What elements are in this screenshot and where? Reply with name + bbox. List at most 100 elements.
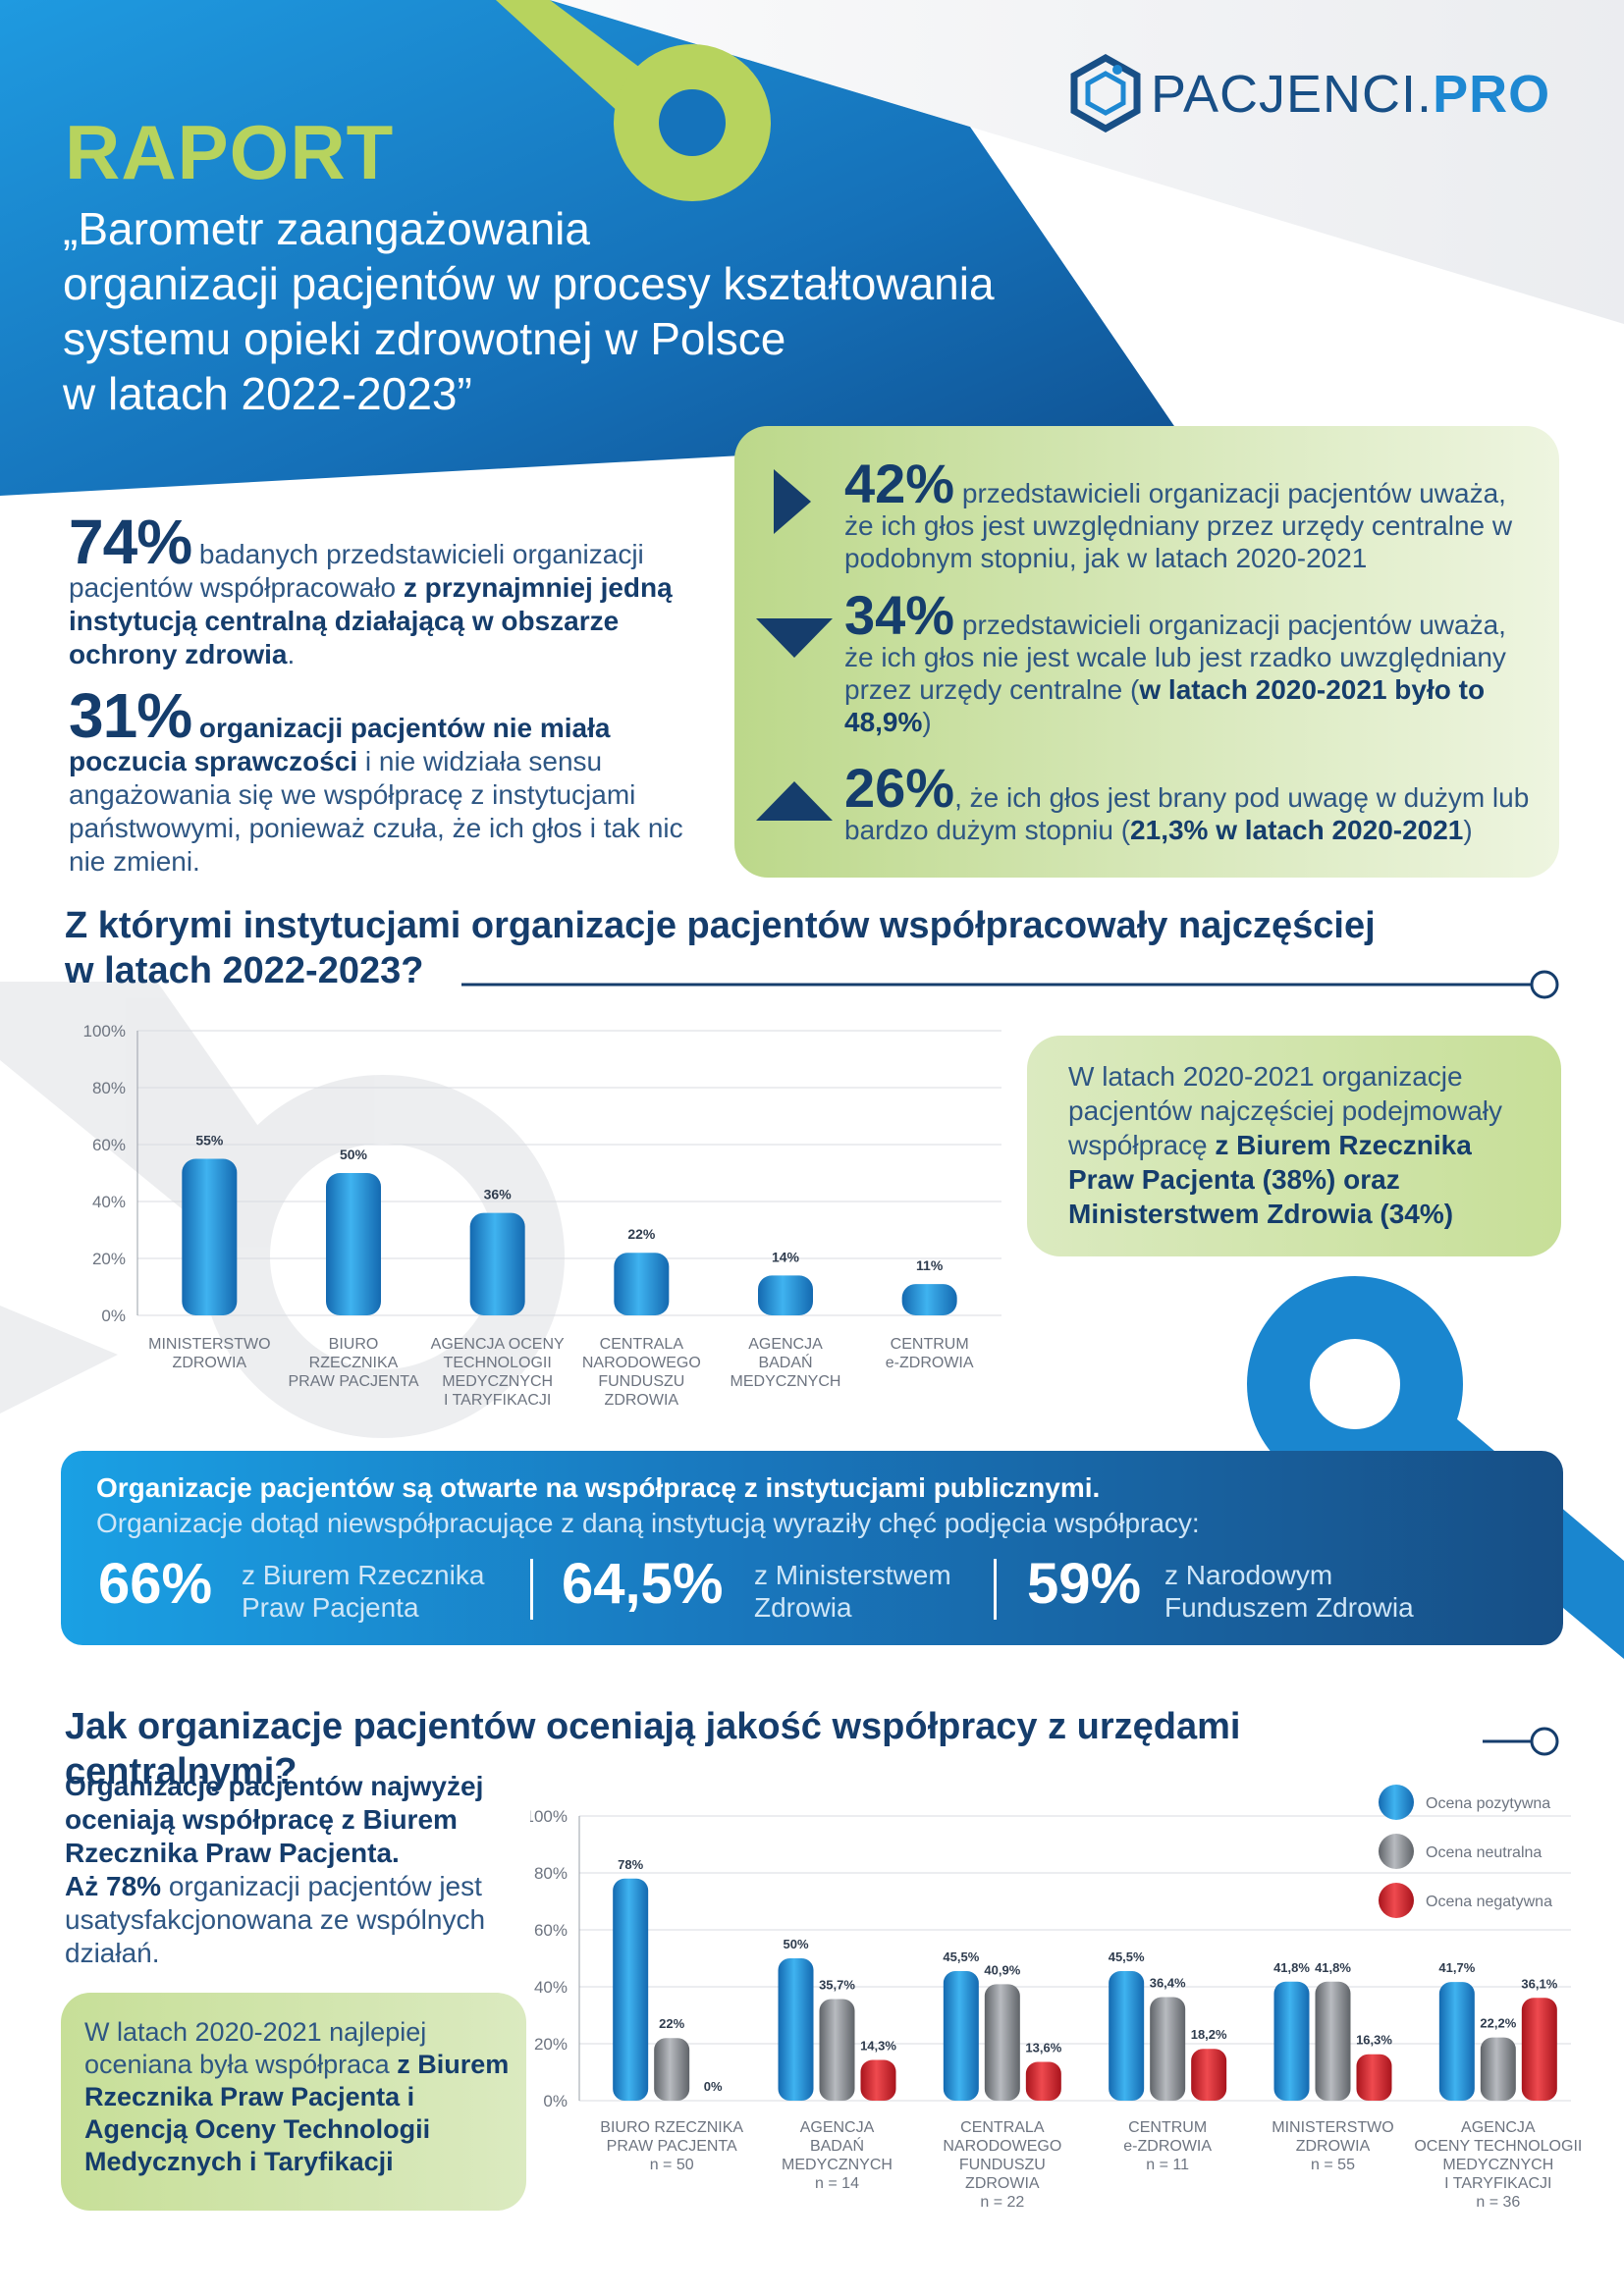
category-label: e-ZDROWIA <box>1123 2138 1212 2155</box>
category-label: AGENCJA <box>800 2119 875 2136</box>
rating-note: Organizacje pacjentów najwyżej oceniają … <box>65 1770 516 1970</box>
voice-item-34: 34% przedstawicieli organizacji pacjentó… <box>844 588 1532 738</box>
bar <box>614 1253 670 1315</box>
info-box-2020: W latach 2020-2021 organizacje pacjentów… <box>1027 1036 1561 1256</box>
y-tick-label: 40% <box>534 1978 568 1997</box>
note-text: organizacji pacjentów jest usatysfakcjon… <box>65 1871 486 1968</box>
category-label: MINISTERSTWO <box>1272 2119 1393 2136</box>
info-text-bold: z Biurem Rzecznika Praw Pacjenta i Agenc… <box>84 2050 510 2176</box>
category-label: ZDROWIA <box>1296 2138 1371 2155</box>
category-label: NARODOWEGO <box>582 1355 701 1371</box>
category-label: BIURO <box>329 1336 379 1353</box>
voice-text: ) <box>1463 815 1473 845</box>
stat-text-bold: organizacji pacjentów nie miała poczucia… <box>69 713 611 776</box>
pacjenci-pro-logo[interactable]: PACJENCI.PRO <box>1068 53 1579 133</box>
voice-text: przedstawicieli organizacji pacjentów uw… <box>844 478 1513 573</box>
voice-text-bold: w latach 2020-2021 było to 48,9% <box>844 674 1486 737</box>
y-tick-label: 60% <box>92 1136 126 1154</box>
category-label: n = 11 <box>1146 2157 1189 2173</box>
voice-text: przedstawicieli organizacji pacjentów uw… <box>844 610 1506 705</box>
y-tick-label: 80% <box>534 1864 568 1883</box>
category-label: CENTRUM <box>891 1336 969 1353</box>
value-label: 36% <box>484 1187 513 1202</box>
stat-pct: 31% <box>69 680 192 751</box>
bar <box>1356 2054 1392 2101</box>
bar <box>901 1284 957 1315</box>
title-line: w latach 2022-2023” <box>63 368 472 419</box>
y-tick-label: 0% <box>101 1307 126 1325</box>
category-label: ZDROWIA <box>605 1392 679 1409</box>
value-label: 36,1% <box>1521 1976 1557 1991</box>
openness-band: Organizacje pacjentów są otwarte na wspó… <box>61 1451 1563 1645</box>
category-label: FUNDUSZU <box>598 1373 684 1390</box>
title-line: systemu opieki zdrowotnej w Polsce <box>63 313 786 364</box>
logo-text: PACJENCI.PRO <box>1151 65 1551 124</box>
category-label: MEDYCZNYCH <box>1442 2157 1553 2173</box>
bar <box>1438 1982 1475 2101</box>
stat-text: i nie widziała sensu angażowania się we … <box>69 746 683 877</box>
voice-pct: 26% <box>844 757 955 819</box>
key-stat-31: 31% organizacji pacjentów nie miała pocz… <box>69 684 717 879</box>
y-tick-label: 100% <box>83 1022 126 1041</box>
legend-label: Ocena pozytywna <box>1426 1795 1550 1812</box>
openness-line1: Organizacje pacjentów są otwarte na wspó… <box>96 1472 1101 1503</box>
note-bold: Aż 78% <box>65 1871 162 1901</box>
value-label: 40,9% <box>984 1962 1020 1977</box>
arrow-down-icon <box>756 618 833 658</box>
category-label: ZDROWIA <box>173 1355 247 1371</box>
category-label: OCENY TECHNOLOGII <box>1414 2138 1582 2155</box>
stat-text-bold: z przynajmniej jedną instytucją centraln… <box>69 572 673 669</box>
bar <box>1273 1981 1310 2101</box>
openness-stat: 64,5% z Ministerstwem Zdrowia <box>562 1551 994 1629</box>
bar <box>469 1212 525 1315</box>
legend-marker <box>1379 1785 1414 1820</box>
value-label: 11% <box>916 1257 944 1273</box>
category-label: AGENCJA <box>748 1336 823 1353</box>
value-label: 41,8% <box>1273 1960 1310 1975</box>
separator <box>530 1559 533 1620</box>
legend-label: Ocena negatywna <box>1426 1894 1552 1910</box>
bar <box>1315 1981 1351 2101</box>
bar <box>1480 2037 1516 2101</box>
openness-text: z Ministerstwem Zdrowia <box>754 1560 951 1623</box>
openness-stat: 66% z Biurem Rzecznika Praw Pacjenta <box>98 1551 540 1629</box>
category-label: e-ZDROWIA <box>886 1355 974 1371</box>
category-label: BIURO RZECZNIKA <box>600 2119 743 2136</box>
report-label: RAPORT <box>65 109 395 195</box>
value-label: 13,6% <box>1025 2041 1061 2056</box>
openness-stat: 59% z Narodowym Funduszem Zdrowia <box>1027 1551 1538 1629</box>
value-label: 22% <box>627 1226 656 1242</box>
value-label: 50% <box>783 1937 808 1951</box>
category-label: MEDYCZNYCH <box>782 2157 893 2173</box>
openness-pct: 59% <box>1027 1552 1142 1616</box>
bar <box>654 2038 690 2101</box>
legend-label: Ocena neutralna <box>1426 1844 1542 1861</box>
key-stat-74: 74% badanych przedstawicieli organizacji… <box>69 510 717 671</box>
stat-text: . <box>287 639 296 669</box>
voice-text: , że ich głos jest brany pod uwagę w duż… <box>844 782 1530 845</box>
category-label: CENTRALA <box>960 2119 1045 2136</box>
stat-text: badanych przedstawicieli organizacji pac… <box>69 539 644 603</box>
category-label: MEDYCZNYCH <box>731 1373 841 1390</box>
openness-text: z Biurem Rzecznika Praw Pacjenta <box>242 1560 485 1623</box>
category-label: FUNDUSZU <box>959 2157 1046 2173</box>
voice-text-bold: 21,3% w latach 2020-2021 <box>1130 815 1464 845</box>
category-label: AGENCJA OCENY <box>431 1336 565 1353</box>
voice-item-42: 42% przedstawicieli organizacji pacjentó… <box>844 456 1532 574</box>
openness-text: z Narodowym Funduszem Zdrowia <box>1164 1560 1414 1623</box>
category-label: I TARYFIKACJI <box>1444 2175 1551 2192</box>
category-label: n = 50 <box>650 2157 694 2173</box>
voice-text: ) <box>922 707 932 737</box>
value-label: 18,2% <box>1191 2027 1227 2042</box>
key-icon-top <box>496 0 771 201</box>
note-bold: Organizacje pacjentów najwyżej oceniają … <box>65 1771 484 1868</box>
bar <box>1109 1971 1145 2101</box>
section2-heading: Jak organizacje pacjentów oceniają jakoś… <box>65 1706 1241 1792</box>
category-label: RZECZNIKA <box>309 1355 399 1371</box>
value-label: 50% <box>340 1147 368 1162</box>
value-label: 22,2% <box>1480 2016 1516 2031</box>
section1-heading: Z którymi instytucjami organizacje pacje… <box>65 903 1538 993</box>
voice-pct: 34% <box>844 584 955 646</box>
value-label: 41,8% <box>1315 1960 1351 1975</box>
value-label: 55% <box>195 1133 224 1148</box>
